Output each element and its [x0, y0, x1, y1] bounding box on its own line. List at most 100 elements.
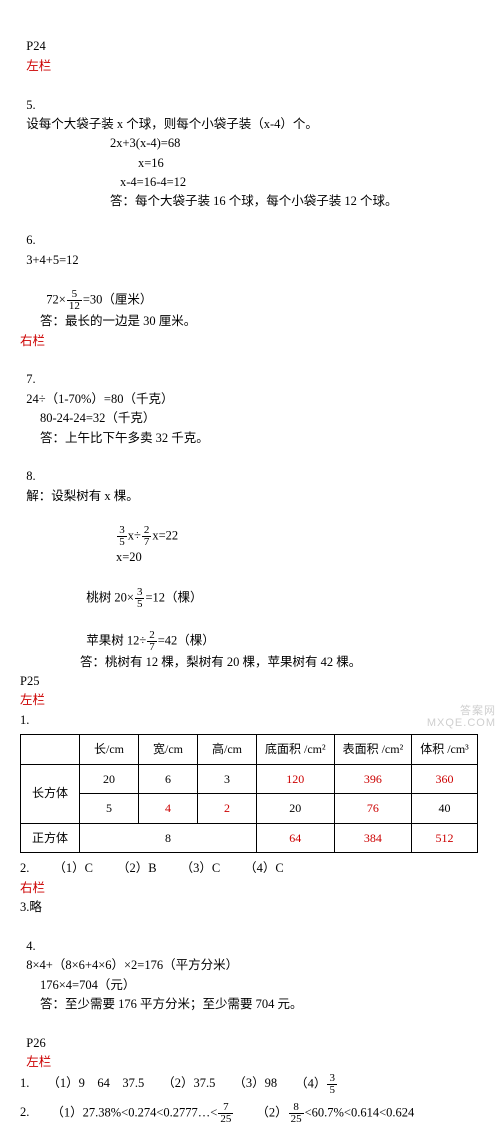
cell: 6 — [139, 764, 198, 794]
cell: 64 — [257, 823, 335, 853]
q1-a4a: （4） — [295, 1076, 326, 1090]
th-base: 底面积 /cm² — [257, 735, 335, 765]
p25-right: 右栏 — [20, 879, 480, 898]
q2-a2: （2）B — [117, 859, 157, 878]
p25-left: 左栏 — [20, 691, 480, 710]
frac-n: 8 — [289, 1102, 304, 1114]
q6-eq2: 72×512=30（厘米） — [20, 270, 480, 312]
th-length: 长/cm — [80, 735, 139, 765]
table-row: 长方体 20 6 3 120 396 360 — [21, 764, 478, 794]
cell: 20 — [257, 794, 335, 824]
p25-q4-l1: 4. 8×4+（8×6+4×6）×2=176（平方分米） — [20, 918, 480, 976]
p25-q1: 1. — [20, 711, 480, 730]
frac: 27 — [142, 525, 152, 548]
frac-n: 3 — [327, 1073, 337, 1085]
q8-eq4a: 苹果树 12÷ — [86, 633, 146, 647]
q2-num: 2. — [20, 1103, 29, 1122]
q8-eq4b: =42（棵） — [158, 633, 215, 647]
p25-q2: 2. （1）C （2）B （3）C （4）C — [20, 859, 480, 878]
frac-d: 5 — [135, 599, 145, 610]
q8-stmt: 解：设梨树有 x 棵。 — [26, 489, 139, 503]
cell: 512 — [412, 823, 478, 853]
q8-ans: 答：桃树有 12 棵，梨树有 20 棵，苹果树有 42 棵。 — [20, 653, 480, 672]
frac: 35 — [135, 587, 145, 610]
q4-eq2: 176×4=704（元） — [20, 976, 480, 995]
frac: 35 — [117, 525, 127, 548]
q7-eq2: 80-24-24=32（千克） — [20, 409, 480, 428]
cell: 396 — [334, 764, 412, 794]
cell-cuboid: 长方体 — [21, 764, 80, 823]
table-row: 5 4 2 20 76 40 — [21, 794, 478, 824]
frac-d: 12 — [67, 301, 82, 312]
cell: 76 — [334, 794, 412, 824]
cell: 20 — [80, 764, 139, 794]
q6-ans: 答：最长的一边是 30 厘米。 — [20, 312, 480, 331]
q1-a4: （4）35 — [295, 1073, 338, 1096]
q6-eq2a: 72× — [46, 293, 66, 307]
q2-a1a: （1）27.38%<0.274<0.2777…< — [51, 1105, 217, 1119]
q8-eq3: 桃树 20×35=12（棵） — [20, 568, 480, 610]
q8-eq3a: 桃树 20× — [86, 591, 134, 605]
q8-eq3b: =12（棵） — [145, 591, 202, 605]
q1-num: 1. — [20, 1074, 29, 1093]
q6-eq1: 3+4+5=12 — [26, 253, 78, 267]
p26-label: P26 左栏 — [20, 1014, 480, 1072]
p26-left: 左栏 — [26, 1055, 51, 1069]
frac: 35 — [327, 1073, 337, 1096]
q5-stmt: 设每个大袋子装 x 个球，则每个小袋子装（x-4）个。 — [26, 117, 318, 131]
cell-cube: 正方体 — [21, 823, 80, 853]
cell: 5 — [80, 794, 139, 824]
q5: 5. 设每个大袋子装 x 个球，则每个小袋子装（x-4）个。 — [20, 76, 480, 134]
th-width: 宽/cm — [139, 735, 198, 765]
p26-page: P26 — [26, 1036, 45, 1050]
p24-label: P24 — [26, 39, 45, 53]
q1-a1: （1）9 64 37.5 — [47, 1074, 144, 1093]
q4-num: 4. — [26, 939, 35, 953]
cell: 360 — [412, 764, 478, 794]
q3-txt: 略 — [29, 900, 42, 914]
frac-d: 25 — [289, 1114, 304, 1125]
q5-eq1: 2x+3(x-4)=68 — [20, 134, 480, 153]
q6-num: 6. — [26, 233, 35, 247]
watermark: 答案网MXQE.COM — [427, 705, 496, 729]
frac-d: 7 — [142, 537, 152, 548]
cell: 120 — [257, 764, 335, 794]
frac-d: 25 — [218, 1114, 233, 1125]
q3-num: 3. — [20, 900, 29, 914]
q5-eq3: x-4=16-4=12 — [20, 173, 480, 192]
cell: 2 — [198, 794, 257, 824]
q6-eq2b: =30（厘米） — [83, 293, 153, 307]
frac: 725 — [218, 1102, 233, 1125]
q8-eq4: 苹果树 12÷27=42（棵） — [20, 610, 480, 652]
q7-l1: 7. 24÷（1-70%）=80（千克） — [20, 351, 480, 409]
q2-a4: （4）C — [244, 859, 284, 878]
q8-eq1d: x=22 — [152, 529, 178, 543]
q8-eq1b: x÷ — [128, 529, 141, 543]
th-surface: 表面积 /cm² — [334, 735, 412, 765]
frac: 27 — [147, 630, 157, 653]
q2-a2a: （2） — [256, 1105, 287, 1119]
frac-d: 5 — [117, 537, 127, 548]
q6: 6. 3+4+5=12 — [20, 212, 480, 270]
cell: 3 — [198, 764, 257, 794]
th-volume: 体积 /cm³ — [412, 735, 478, 765]
th-height: 高/cm — [198, 735, 257, 765]
frac-d: 5 — [327, 1085, 337, 1096]
th-blank — [21, 735, 80, 765]
q2-a2: （2）825<60.7%<0.614<0.624 — [256, 1102, 414, 1125]
q2-num: 2. — [20, 859, 29, 878]
q1-a3: （3）98 — [233, 1074, 277, 1093]
p24-right: 右栏 — [20, 332, 480, 351]
cell: 4 — [139, 794, 198, 824]
q8-l1: 8. 解：设梨树有 x 棵。 — [20, 448, 480, 506]
frac-d: 7 — [147, 642, 157, 653]
cell: 8 — [80, 823, 257, 853]
geometry-table: 长/cm 宽/cm 高/cm 底面积 /cm² 表面积 /cm² 体积 /cm³… — [20, 734, 478, 853]
q5-eq2: x=16 — [20, 154, 480, 173]
q4-eq1: 8×4+（8×6+4×6）×2=176（平方分米） — [26, 958, 238, 972]
q1-a2: （2）37.5 — [162, 1074, 215, 1093]
cell: 384 — [334, 823, 412, 853]
q2-a3: （3）C — [181, 859, 221, 878]
p26-q1: 1. （1）9 64 37.5 （2）37.5 （3）98 （4）35 — [20, 1073, 480, 1096]
table-row: 长/cm 宽/cm 高/cm 底面积 /cm² 表面积 /cm² 体积 /cm³ — [21, 735, 478, 765]
